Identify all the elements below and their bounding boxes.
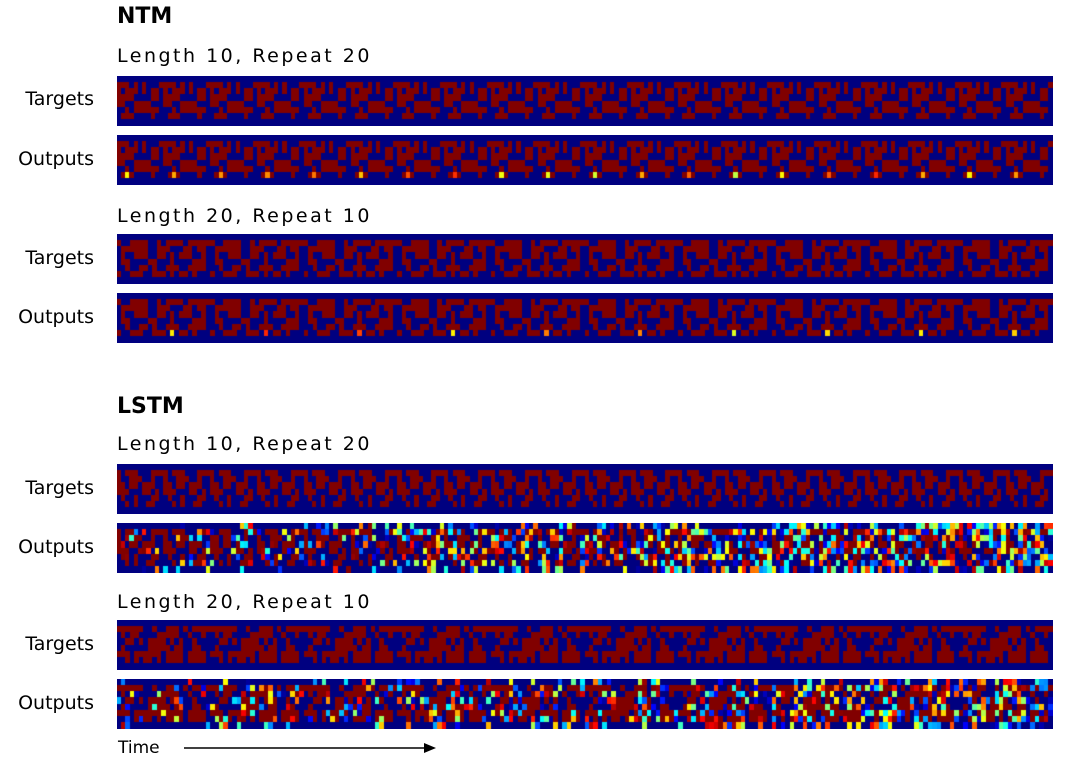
lstm-l20-outputs-label: Outputs bbox=[18, 692, 94, 714]
lstm-length10-subtitle: Length 10, Repeat 20 bbox=[117, 433, 372, 455]
ntm-l20-outputs-heatmap bbox=[117, 293, 1053, 343]
lstm-length20-subtitle: Length 20, Repeat 10 bbox=[117, 591, 372, 613]
ntm-title: NTM bbox=[117, 4, 173, 29]
lstm-l10-outputs-label: Outputs bbox=[18, 536, 94, 558]
ntm-l10-outputs-heatmap bbox=[117, 135, 1053, 185]
ntm-l10-outputs-label: Outputs bbox=[18, 148, 94, 170]
lstm-l10-targets-heatmap bbox=[117, 464, 1053, 514]
lstm-l20-targets-heatmap bbox=[117, 620, 1053, 670]
lstm-l20-targets-label: Targets bbox=[25, 633, 94, 655]
ntm-length20-subtitle: Length 20, Repeat 10 bbox=[117, 205, 372, 227]
ntm-l10-targets-heatmap bbox=[117, 76, 1053, 126]
ntm-l20-outputs-label: Outputs bbox=[18, 306, 94, 328]
ntm-l20-targets-heatmap bbox=[117, 234, 1053, 284]
lstm-title: LSTM bbox=[117, 394, 184, 419]
time-arrow-icon bbox=[184, 743, 436, 753]
lstm-l20-outputs-heatmap bbox=[117, 679, 1053, 729]
lstm-l10-outputs-heatmap bbox=[117, 523, 1053, 573]
time-label: Time bbox=[118, 738, 160, 758]
ntm-l10-targets-label: Targets bbox=[25, 88, 94, 110]
ntm-length10-subtitle: Length 10, Repeat 20 bbox=[117, 45, 372, 67]
ntm-l20-targets-label: Targets bbox=[25, 247, 94, 269]
lstm-l10-targets-label: Targets bbox=[25, 477, 94, 499]
